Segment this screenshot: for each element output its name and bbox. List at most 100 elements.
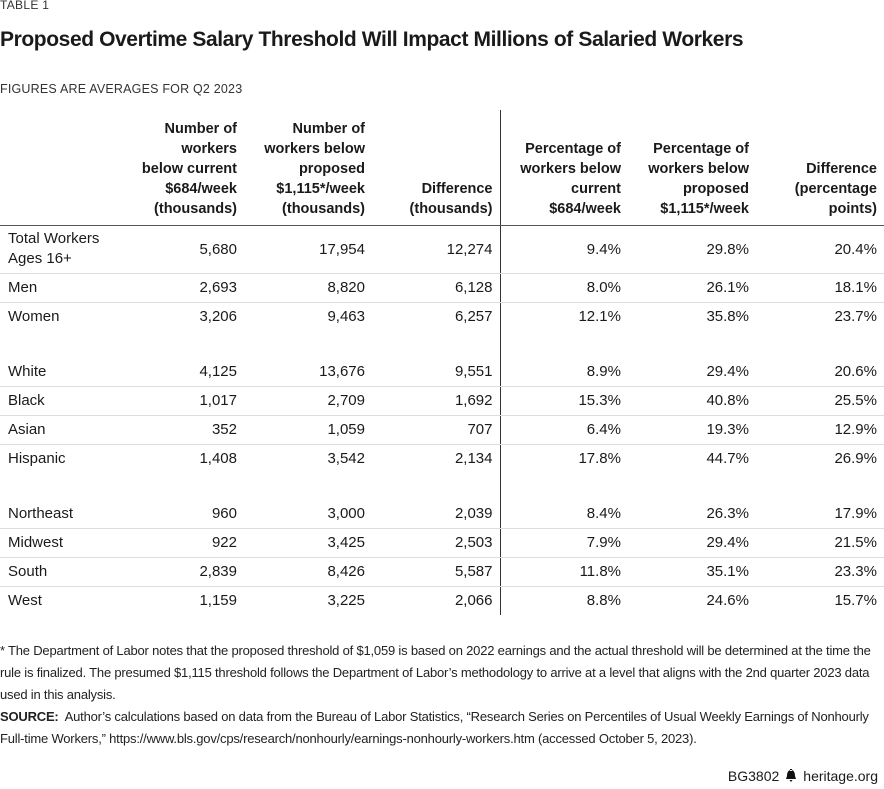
- spacer-cell: [244, 473, 372, 500]
- cell: 19.3%: [628, 415, 756, 445]
- cell: 8.0%: [500, 273, 628, 303]
- cell: 23.3%: [756, 557, 884, 587]
- cell: 1,159: [199, 592, 237, 609]
- data-row: Northeast 960 3,000 2,039 8.4% 26.3% 17.9%: [0, 499, 884, 529]
- cell: 44.7%: [706, 450, 749, 467]
- cell: 1,017: [130, 386, 244, 416]
- data-row: Men 2,693 8,820 6,128 8.0% 26.1% 18.1%: [0, 273, 884, 303]
- cell: 12,274: [372, 225, 501, 274]
- cell: 40.8%: [628, 386, 756, 416]
- cell: 3,206: [199, 308, 237, 325]
- cell: 3,225: [327, 592, 365, 609]
- cell: 18.1%: [756, 273, 884, 303]
- title: Proposed Overtime Salary Threshold Will …: [0, 28, 744, 51]
- cell: 26.1%: [628, 273, 756, 303]
- bell-icon: [786, 769, 797, 782]
- cell: 24.6%: [706, 592, 749, 609]
- source: SOURCE: Author’s calculations based on d…: [0, 706, 880, 750]
- cell: 26.9%: [834, 450, 877, 467]
- cell: 17.8%: [578, 450, 621, 467]
- row-label: Black: [0, 386, 130, 416]
- cell: 7.9%: [500, 528, 628, 558]
- data-row: Asian 352 1,059 707 6.4% 19.3% 12.9%: [0, 415, 884, 445]
- column-header: Percentage of workers below current $684…: [500, 110, 628, 226]
- footnote: * The Department of Labor notes that the…: [0, 643, 871, 702]
- cell: 8,426: [244, 557, 372, 587]
- cell: 29.8%: [628, 225, 756, 274]
- cell: 2,709: [244, 386, 372, 416]
- spacer-cell: [756, 473, 884, 500]
- footer: BG3802 heritage.org: [728, 768, 878, 784]
- cell: 26.3%: [628, 499, 756, 529]
- data-row: Black 1,017 2,709 1,692 15.3% 40.8% 25.5%: [0, 386, 884, 416]
- row-label: Asian: [0, 415, 130, 445]
- cell: 13,676: [244, 357, 372, 387]
- cell: 2,839: [130, 557, 244, 587]
- cell: 1,692: [372, 386, 501, 416]
- cell: 2,039: [372, 499, 501, 529]
- source-text: Author’s calculations based on data from…: [0, 709, 869, 746]
- data-row: South 2,839 8,426 5,587 11.8% 35.1% 23.3%: [0, 557, 884, 587]
- cell: 8.4%: [500, 499, 628, 529]
- spacer-cell: [372, 330, 501, 358]
- spacer-cell: [0, 331, 130, 358]
- cell: 21.5%: [756, 528, 884, 558]
- row-label: South: [0, 557, 130, 587]
- column-header: Difference (thousands): [372, 110, 501, 226]
- cell: 2,693: [130, 273, 244, 303]
- cell: 8.9%: [500, 357, 628, 387]
- cell: 35.8%: [706, 308, 749, 325]
- header-row: Number of workers below current $684/wee…: [0, 110, 884, 226]
- cell: 2,134: [372, 444, 501, 473]
- row-label: White: [0, 357, 130, 387]
- cell: 20.6%: [756, 357, 884, 387]
- spacer-cell: [500, 473, 628, 500]
- data-row: West 1,159 3,225 2,066 8.8% 24.6% 15.7%: [0, 586, 884, 615]
- spacer-cell: [628, 473, 756, 500]
- cell: 29.4%: [628, 528, 756, 558]
- cell: 8.8%: [586, 592, 621, 609]
- spacer-cell: [372, 472, 501, 500]
- spacer-cell: [130, 331, 244, 358]
- cell: 6,257: [372, 302, 501, 331]
- table-head: Number of workers below current $684/wee…: [0, 110, 884, 226]
- spacer-cell: [244, 331, 372, 358]
- cell: 15.7%: [834, 592, 877, 609]
- cell: 29.4%: [628, 357, 756, 387]
- cell: 1,059: [244, 415, 372, 445]
- cell: 960: [130, 499, 244, 529]
- notes: * The Department of Labor notes that the…: [0, 640, 880, 750]
- spacer-cell: [500, 331, 628, 358]
- spacer-cell: [756, 331, 884, 358]
- data-row: White 4,125 13,676 9,551 8.9% 29.4% 20.6%: [0, 357, 884, 387]
- cell: 6.4%: [500, 415, 628, 445]
- column-header: Difference (percentage points): [756, 110, 884, 226]
- row-label: Midwest: [0, 528, 130, 558]
- data-row: Hispanic 1,408 3,542 2,134 17.8% 44.7% 26.9%: [0, 444, 884, 473]
- spacer-cell: [0, 473, 130, 500]
- cell: 9,463: [327, 308, 365, 325]
- cell: 5,587: [372, 557, 501, 587]
- cell: 15.3%: [500, 386, 628, 416]
- row-label: Northeast: [0, 499, 130, 529]
- cell: 5,680: [130, 225, 244, 274]
- cell: 3,000: [244, 499, 372, 529]
- cell: 9.4%: [500, 225, 628, 274]
- cell: 3,542: [327, 450, 365, 467]
- spacer-row: [0, 330, 884, 358]
- cell: 17.9%: [756, 499, 884, 529]
- data-row: Women 3,206 9,463 6,257 12.1% 35.8% 23.7%: [0, 302, 884, 331]
- site: heritage.org: [803, 768, 878, 784]
- cell: 6,128: [372, 273, 501, 303]
- cell: 1,408: [199, 450, 237, 467]
- row-label: Total Workers Ages 16+: [0, 225, 130, 274]
- corner-cell: [0, 110, 130, 226]
- report-code: BG3802: [727, 768, 780, 784]
- cell: 11.8%: [500, 557, 628, 587]
- column-header: Number of workers below current $684/wee…: [130, 110, 244, 226]
- source-label: SOURCE:: [0, 709, 59, 724]
- cell: 9,551: [372, 357, 501, 387]
- subtitle: FIGURES ARE AVERAGES FOR Q2 2023: [0, 82, 243, 96]
- row-label: Men: [0, 273, 130, 303]
